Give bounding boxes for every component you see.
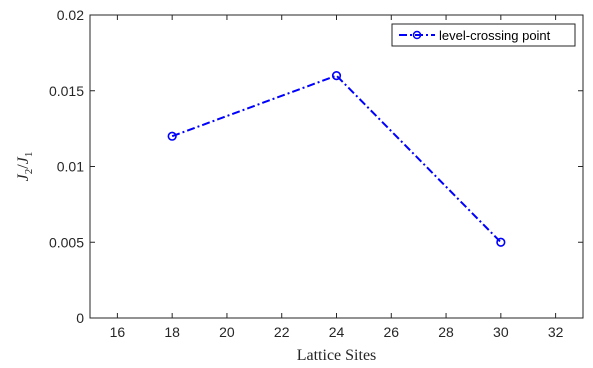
x-tick-label: 30 [493, 324, 509, 340]
y-axis-label: J2/J1 [15, 152, 35, 182]
y-tick-label: 0.02 [57, 7, 84, 23]
series-line [171, 74, 502, 243]
x-tick-label: 26 [383, 324, 399, 340]
y-tick-label: 0.01 [57, 159, 84, 175]
x-axis-ticks: 16 18 20 22 24 26 28 30 32 [110, 15, 564, 340]
data-point [167, 131, 177, 141]
y-tick-label: 0 [76, 310, 84, 326]
legend-box [391, 23, 576, 47]
data-point [331, 70, 342, 81]
plot-frame [89, 14, 584, 319]
data-point [496, 237, 506, 247]
legend-label: level-crossing point [439, 28, 551, 43]
x-axis-label: Lattice Sites [297, 347, 377, 364]
legend-marker-sample [412, 30, 422, 40]
x-tick-label: 16 [110, 324, 126, 340]
legend: level-crossing point [391, 23, 576, 47]
x-tick-label: 28 [438, 324, 454, 340]
y-tick-label: 0.005 [49, 234, 84, 250]
x-tick-label: 22 [274, 324, 290, 340]
y-tick-label: 0.015 [49, 83, 84, 99]
x-tick-label: 32 [548, 324, 564, 340]
x-tick-label: 20 [219, 324, 235, 340]
plot-area [90, 15, 583, 318]
series-layer [167, 70, 506, 247]
y-axis-ticks: 0 0.005 0.01 0.015 0.02 [49, 7, 583, 326]
x-tick-label: 18 [164, 324, 180, 340]
x-tick-label: 24 [329, 324, 345, 340]
